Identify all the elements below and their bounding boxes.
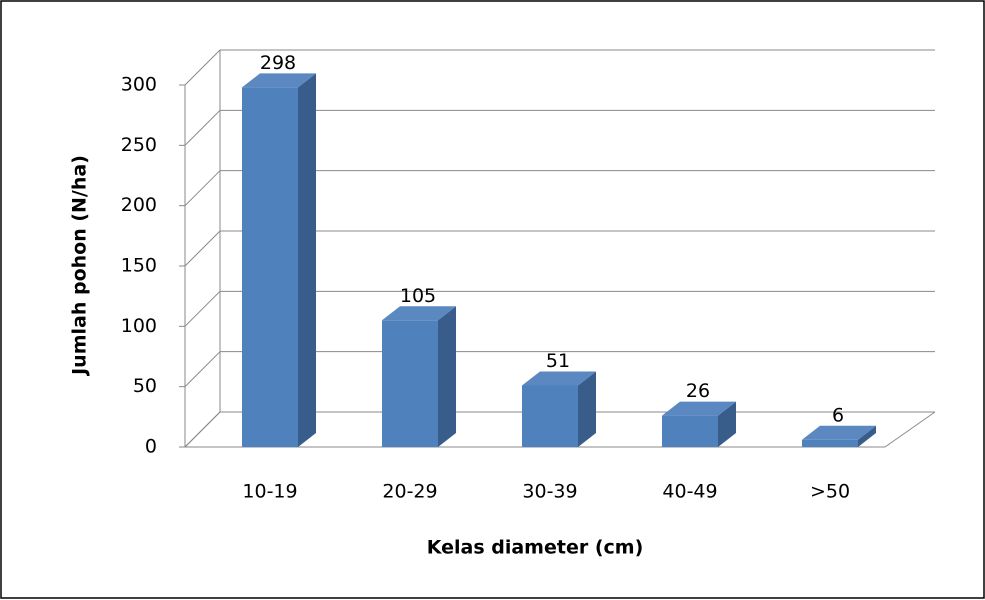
bar-side	[438, 306, 456, 447]
y-tick-label: 50	[133, 375, 157, 397]
grid-line	[184, 49, 221, 86]
bar	[662, 415, 718, 447]
bar	[802, 439, 858, 447]
x-axis-title: Kelas diameter (cm)	[427, 537, 644, 559]
y-tick-label: 250	[121, 134, 157, 156]
bar-side	[298, 73, 316, 447]
data-label: 6	[832, 404, 844, 426]
grid-line	[184, 411, 221, 448]
grid-line	[184, 170, 221, 207]
x-tick-label: 40-49	[662, 481, 717, 503]
grid-line	[184, 230, 221, 267]
x-tick-label: 10-19	[242, 481, 297, 503]
bar-top	[802, 425, 876, 440]
bar	[382, 320, 438, 447]
grid-line	[184, 351, 221, 388]
bar-side	[858, 425, 876, 447]
data-label: 298	[260, 52, 296, 74]
y-tick-label: 0	[145, 436, 157, 458]
bar-top	[242, 73, 316, 88]
bar-top	[522, 371, 596, 386]
y-tick-label: 300	[121, 74, 157, 96]
grid-line	[184, 290, 221, 327]
data-label: 26	[686, 380, 710, 402]
floor-edge	[884, 411, 936, 448]
y-tick-label: 200	[121, 194, 157, 216]
data-label: 105	[400, 285, 436, 307]
bar-side	[578, 371, 596, 447]
x-tick-label: 30-39	[522, 481, 577, 503]
x-tick-label: 20-29	[382, 481, 437, 503]
bar-top	[382, 306, 456, 321]
bar	[242, 87, 298, 447]
data-label: 51	[546, 350, 570, 372]
grid-line	[184, 109, 221, 146]
y-tick-label: 150	[121, 255, 157, 277]
y-axis-title: Jumlah pohon (N/ha)	[69, 155, 91, 377]
bar-side	[718, 401, 736, 447]
y-tick-label: 100	[121, 315, 157, 337]
bar-top	[662, 401, 736, 416]
x-tick-label: >50	[810, 481, 850, 503]
bar	[522, 385, 578, 447]
